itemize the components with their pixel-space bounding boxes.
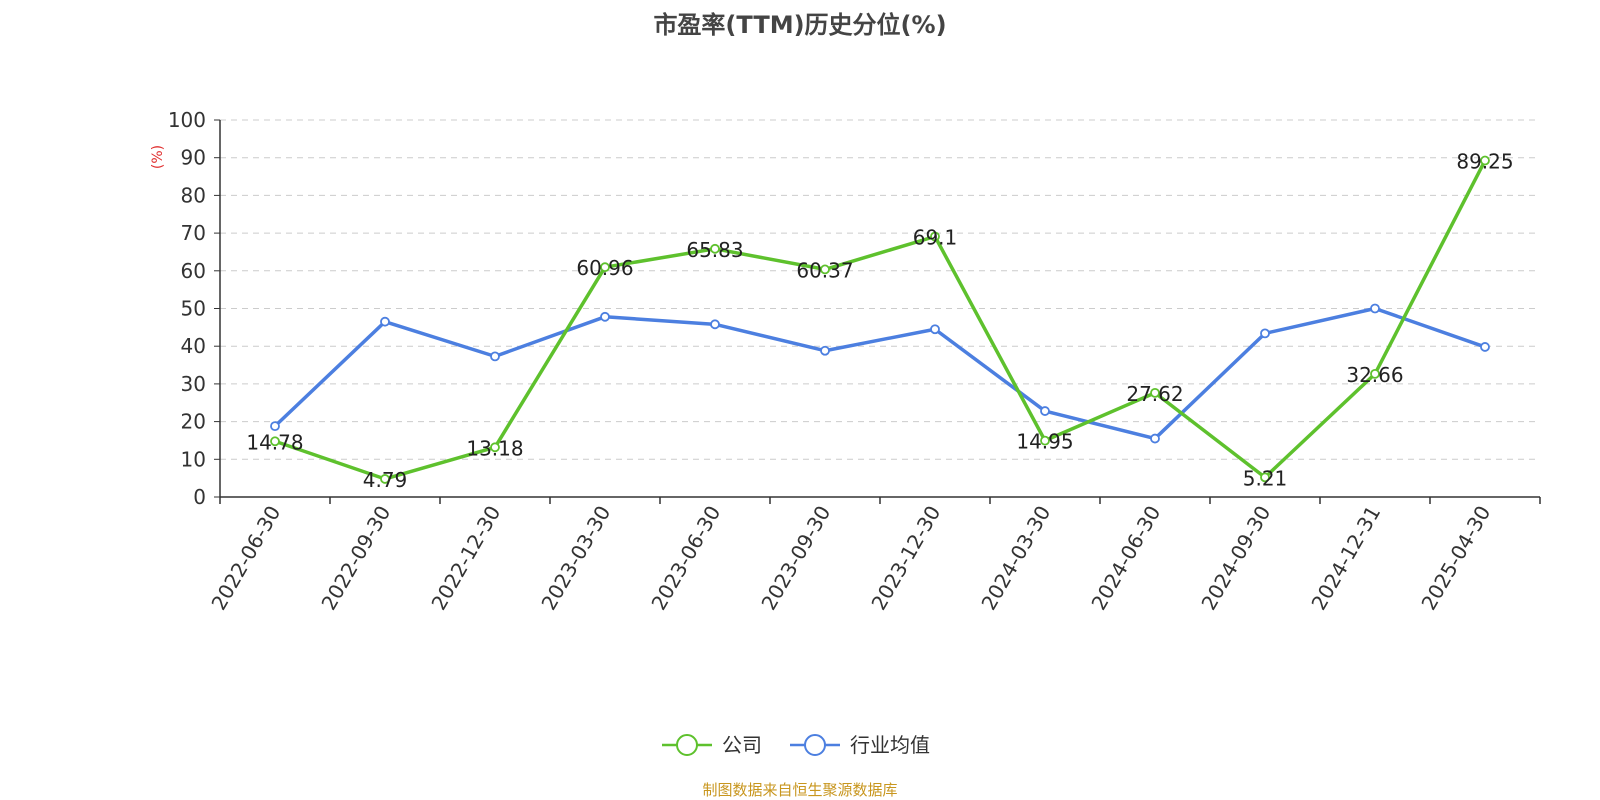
legend-item-0: 公司 [662, 733, 762, 757]
y-tick-label: 90 [181, 146, 206, 170]
series-lines [270, 155, 1490, 484]
data-label: 4.79 [363, 468, 408, 492]
series-line [274, 159, 1487, 481]
x-tick-label: 2023-09-30 [756, 502, 835, 615]
x-tick-label: 2023-12-30 [866, 502, 945, 615]
data-point [1260, 472, 1270, 483]
y-tick-label: 40 [181, 334, 206, 358]
data-label: 60.37 [796, 258, 853, 282]
x-tick-label: 2024-06-30 [1086, 502, 1165, 615]
x-tick-label: 2024-12-31 [1306, 502, 1385, 615]
source-note: 制图数据来自恒生聚源数据库 [702, 781, 897, 799]
x-tick-label: 2023-03-30 [536, 502, 615, 615]
chart-title: 市盈率(TTM)历史分位(%) [653, 11, 946, 39]
data-point [1260, 328, 1270, 339]
data-point [710, 319, 720, 330]
series-line [273, 306, 1486, 441]
data-point [600, 262, 610, 273]
data-label: 13.18 [466, 436, 523, 460]
y-axis-label: (%) [150, 145, 166, 169]
data-label: 32.66 [1346, 363, 1403, 387]
data-label: 65.83 [686, 238, 743, 262]
data-point [1480, 342, 1490, 352]
legend-marker [676, 734, 698, 756]
data-point [380, 316, 390, 327]
x-axis-ticks: 2022-06-30 2022-09-30 2022-12-30 2023-03-30… [206, 497, 1541, 615]
data-point [930, 231, 940, 242]
data-point [600, 311, 610, 322]
data-label: 14.95 [1016, 430, 1073, 454]
y-tick-label: 60 [181, 259, 206, 283]
data-point [490, 351, 500, 362]
data-point [930, 324, 940, 335]
data-labels: 14.78 4.79 13.18 60.96 65.83 60.37 69.1 14.95 27… [246, 150, 1513, 492]
data-point [1040, 406, 1050, 416]
series-1 [270, 303, 1490, 444]
data-point [1370, 303, 1380, 314]
y-tick-label: 100 [168, 108, 206, 132]
legend-marker [804, 734, 826, 756]
x-tick-label: 2022-09-30 [316, 502, 395, 615]
data-label: 14.78 [246, 430, 303, 454]
data-label: 69.1 [913, 225, 958, 249]
data-point [820, 345, 830, 356]
legend: 公司 行业均值 [662, 733, 930, 757]
x-tick-label: 2024-09-30 [1196, 502, 1275, 615]
y-tick-label: 70 [181, 221, 206, 245]
data-point [490, 442, 500, 453]
data-point [710, 243, 720, 254]
grid-lines [220, 119, 1540, 460]
y-axis-ticks: 0 10 20 30 40 50 60 70 80 90 100 [168, 108, 220, 509]
data-point [270, 436, 280, 447]
data-label: 5.21 [1243, 466, 1288, 490]
data-point [1480, 155, 1490, 166]
series-0 [270, 155, 1490, 484]
x-tick-label: 2024-03-30 [976, 502, 1055, 615]
data-point [1150, 433, 1160, 444]
data-point [380, 474, 390, 484]
legend-label: 公司 [722, 733, 762, 757]
x-tick-label: 2022-06-30 [206, 502, 285, 615]
y-tick-label: 50 [181, 297, 206, 321]
data-point [1370, 368, 1380, 379]
y-tick-label: 10 [181, 447, 206, 471]
x-tick-label: 2025-04-30 [1416, 502, 1495, 615]
data-point [1040, 435, 1050, 446]
data-point [820, 264, 830, 275]
data-label: 89.25 [1456, 150, 1513, 174]
data-point [270, 421, 280, 432]
x-tick-label: 2022-12-30 [426, 502, 505, 615]
y-tick-label: 20 [181, 410, 206, 434]
y-tick-label: 0 [193, 485, 206, 509]
x-tick-label: 2023-06-30 [646, 502, 725, 615]
legend-label: 行业均值 [850, 733, 930, 757]
y-tick-label: 80 [181, 183, 206, 207]
data-label: 60.96 [576, 256, 633, 280]
data-point [1150, 387, 1160, 398]
legend-item-1: 行业均值 [790, 733, 930, 757]
data-label: 27.62 [1126, 382, 1183, 406]
y-tick-label: 30 [181, 372, 206, 396]
